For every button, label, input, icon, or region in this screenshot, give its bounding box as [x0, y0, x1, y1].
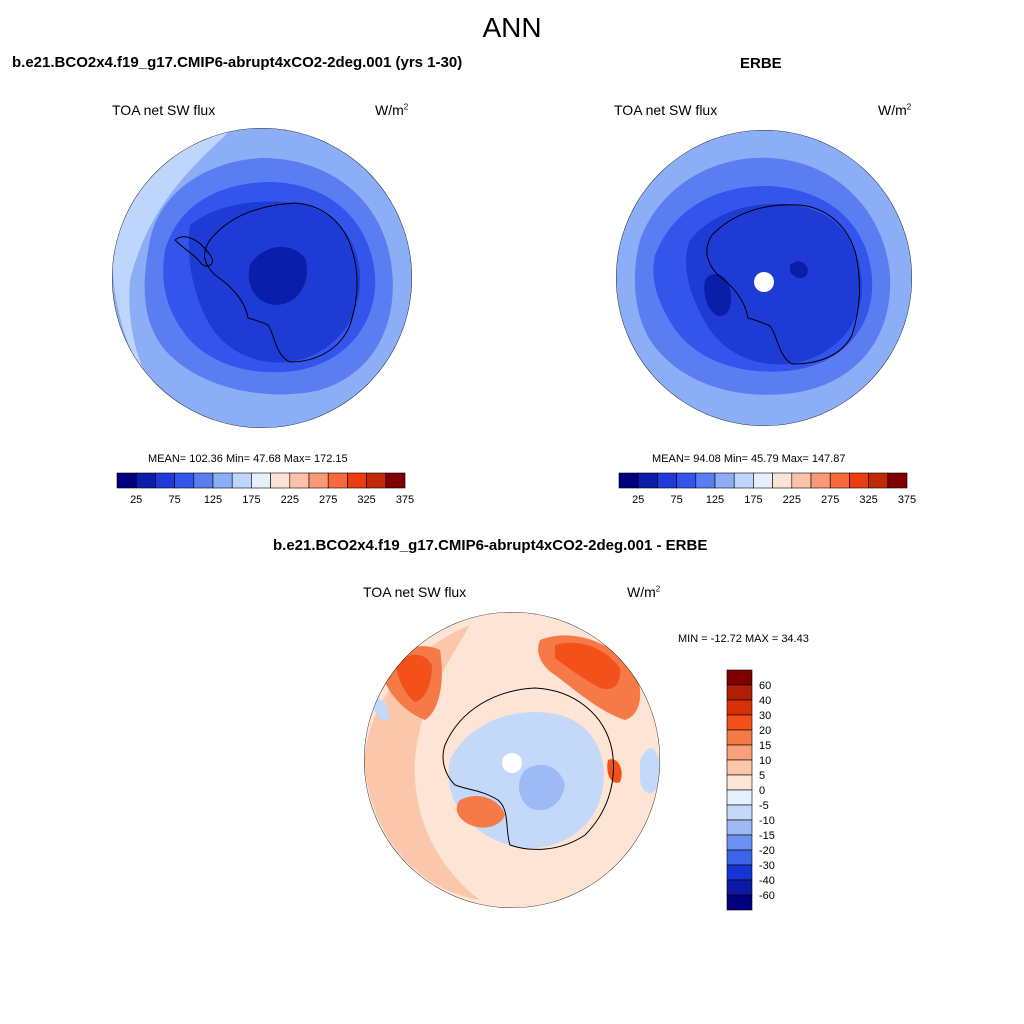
panel2-colorbar-box [810, 472, 831, 489]
panel1-colorbar-tick-label: 175 [242, 494, 260, 506]
panel3-stats: MIN = -12.72 MAX = 34.43 [678, 633, 809, 645]
panel3-colorbar-tick-label: -10 [759, 815, 775, 827]
panel1-colorbar-box [251, 472, 271, 489]
panel1-colorbar: 25 75 125 175 225 275 325 375 [116, 472, 414, 506]
panel2-colorbar-tick-label: 25 [632, 494, 644, 506]
panel3-colorbar-tick-label: 5 [759, 770, 765, 782]
panel2-colorbar-box [791, 472, 812, 489]
panel3-colorbar-box [726, 684, 753, 701]
panel2-colorbar-tick-label: 275 [821, 494, 839, 506]
panel2-colorbar-tick-label: 125 [706, 494, 724, 506]
panel2-colorbar-box [695, 472, 716, 489]
panel2-units-label: W/m2 [878, 102, 912, 118]
panel1-colorbar-box [135, 472, 156, 489]
panel1-colorbar-box [347, 472, 367, 489]
panel1-header: b.e21.BCO2x4.f19_g17.CMIP6-abrupt4xCO2-2… [12, 54, 463, 71]
panel3-colorbar-tick-label: 10 [759, 755, 771, 767]
panel1-colorbar-tick-label: 75 [168, 494, 180, 506]
panel3-colorbar-box [726, 669, 753, 686]
panel3-units-label: W/m2 [627, 584, 661, 600]
panel2-colorbar-box [887, 472, 908, 489]
panel1-colorbar-tick-label: 275 [319, 494, 337, 506]
panel3-colorbar-tick-label: 40 [759, 695, 771, 707]
panel1-colorbar-box [116, 472, 137, 489]
panel3-colorbar-box [726, 789, 753, 806]
panel3-colorbar: 60 40 30 20 15 10 5 0 -5 -10 -15 -20 -30 -40 -60 [726, 669, 775, 911]
panel1-colorbar-box [174, 472, 195, 489]
panel1-colorbar-box [231, 472, 252, 489]
panel3-colorbar-box [726, 849, 753, 866]
panel1-colorbar-box [289, 472, 310, 489]
panel1-colorbar-tick-label: 225 [281, 494, 299, 506]
figure-title: ANN [482, 12, 542, 43]
panel1-polar-map [112, 128, 412, 428]
panel3-colorbar-box [726, 879, 753, 896]
panel3-colorbar-box [726, 774, 753, 791]
panel3-colorbar-tick-label: 15 [759, 740, 771, 752]
panel3-colorbar-tick-label: 0 [759, 785, 765, 797]
panel3-colorbar-box [726, 729, 753, 746]
panel2-colorbar-box [829, 472, 850, 489]
panel1-colorbar-box [212, 472, 233, 489]
panel1-colorbar-tick-label: 325 [357, 494, 375, 506]
panel3-colorbar-tick-label: 30 [759, 710, 771, 722]
panel2-colorbar-box [868, 472, 889, 489]
panel3-colorbar-box [726, 819, 753, 836]
panel3-colorbar-box [726, 714, 753, 731]
panel2-colorbar-box [849, 472, 869, 489]
panel2-stats: MEAN= 94.08 Min= 45.79 Max= 147.87 [652, 453, 846, 465]
panel2-colorbar-box [753, 472, 773, 489]
panel2-colorbar-box [714, 472, 735, 489]
panel2-variable-label: TOA net SW flux [614, 102, 718, 118]
panel2-colorbar-box [637, 472, 658, 489]
panel2-colorbar: 25 75 125 175 225 275 325 375 [618, 472, 916, 506]
panel2-colorbar-tick-label: 325 [859, 494, 877, 506]
panel3-colorbar-box [726, 894, 753, 911]
panel1-variable-label: TOA net SW flux [112, 102, 216, 118]
panel2-colorbar-tick-label: 75 [670, 494, 682, 506]
panel1-units-label: W/m2 [375, 102, 409, 118]
panel3-colorbar-box [726, 804, 753, 821]
panel3-colorbar-tick-label: -40 [759, 875, 775, 887]
panel1-colorbar-box [193, 472, 214, 489]
panel2-colorbar-box [733, 472, 754, 489]
panel1-colorbar-box [327, 472, 348, 489]
panel3-colorbar-tick-label: 20 [759, 725, 771, 737]
panel2-colorbar-tick-label: 225 [783, 494, 801, 506]
panel2-colorbar-box [618, 472, 639, 489]
panel3-colorbar-tick-label: -5 [759, 800, 769, 812]
panel3-colorbar-tick-label: -15 [759, 830, 775, 842]
panel2-colorbar-box [657, 472, 677, 489]
panel2-colorbar-tick-label: 175 [744, 494, 762, 506]
panel2-colorbar-tick-label: 375 [898, 494, 916, 506]
panel3-colorbar-box [726, 759, 753, 776]
panel3-header: b.e21.BCO2x4.f19_g17.CMIP6-abrupt4xCO2-2… [273, 537, 708, 554]
panel1-colorbar-tick-label: 375 [396, 494, 414, 506]
panel3-colorbar-tick-label: -20 [759, 845, 775, 857]
panel2-colorbar-box [676, 472, 697, 489]
panel2-polar-map [616, 130, 912, 426]
panel3-colorbar-tick-label: -30 [759, 860, 775, 872]
panel2-header: ERBE [740, 55, 782, 72]
panel1-stats: MEAN= 102.36 Min= 47.68 Max= 172.15 [148, 453, 348, 465]
panel3-colorbar-tick-label: 60 [759, 680, 771, 692]
panel3-polar-map [364, 612, 660, 908]
panel1-colorbar-tick-label: 25 [130, 494, 142, 506]
panel2-colorbar-box [772, 472, 793, 489]
panel3-variable-label: TOA net SW flux [363, 584, 467, 600]
panel3-colorbar-tick-label: -60 [759, 890, 775, 902]
panel1-colorbar-box [385, 472, 406, 489]
panel3-colorbar-box [726, 834, 753, 851]
panel1-colorbar-tick-label: 125 [204, 494, 222, 506]
panel1-colorbar-box [155, 472, 175, 489]
panel1-colorbar-box [270, 472, 291, 489]
panel3-colorbar-box [726, 864, 753, 881]
panel1-colorbar-box [308, 472, 329, 489]
panel1-colorbar-box [366, 472, 387, 489]
panel3-colorbar-box [726, 699, 753, 716]
panel3-colorbar-box [726, 744, 753, 761]
